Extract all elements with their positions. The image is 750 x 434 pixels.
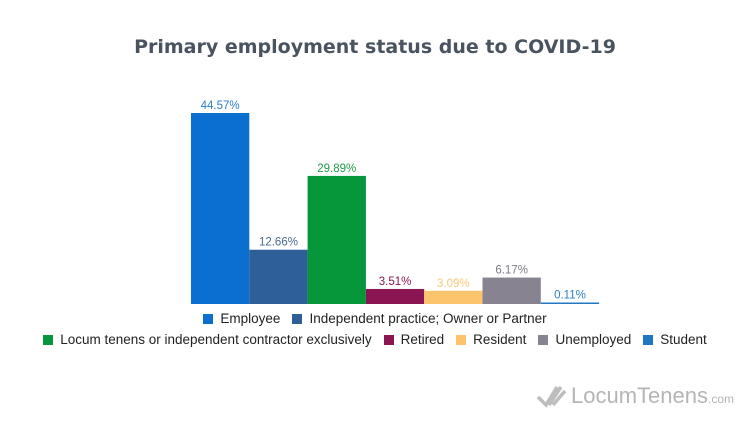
legend-label: Resident xyxy=(473,332,527,347)
legend-item: Resident xyxy=(456,332,526,347)
legend-label: Locum tenens or independent contractor e… xyxy=(60,332,372,347)
bar-2 xyxy=(307,175,366,304)
legend-swatch xyxy=(43,334,54,345)
legend-item: Independent practice; Owner or Partner xyxy=(292,311,547,326)
legend-swatch xyxy=(456,334,467,345)
data-label-3: 3.51% xyxy=(379,276,412,288)
data-label-0: 44.57% xyxy=(201,100,240,112)
legend-row-1: Employee Independent practice; Owner or P… xyxy=(0,311,750,326)
data-label-2: 29.89% xyxy=(317,163,356,175)
legend-swatch xyxy=(538,334,549,345)
bar-1 xyxy=(249,249,308,304)
legend-item: Locum tenens or independent contractor e… xyxy=(43,332,372,347)
legend-label: Independent practice; Owner or Partner xyxy=(309,311,547,326)
legend-label: Unemployed xyxy=(555,332,632,347)
logo-suffix: .com xyxy=(707,392,734,406)
legend-item: Employee xyxy=(203,311,280,326)
legend-label: Retired xyxy=(400,332,445,347)
bar-3 xyxy=(365,288,425,304)
legend-label: Student xyxy=(660,332,707,347)
bar-chart: 44.57% 12.66% 29.89% 3.51% 3.09% 6.17% 0.11% xyxy=(191,100,600,304)
legend-swatch xyxy=(643,334,654,345)
bar-5 xyxy=(482,277,541,304)
locumtenens-logo: LocumTenens .com xyxy=(535,383,734,409)
legend-label: Employee xyxy=(220,311,281,326)
data-label-1: 12.66% xyxy=(259,237,298,249)
chart-title: Primary employment status due to COVID-1… xyxy=(134,36,616,58)
logo-name: LocumTenens xyxy=(571,383,708,408)
legend-row-2: Locum tenens or independent contractor e… xyxy=(0,332,750,347)
bar-6 xyxy=(540,302,600,304)
legend-swatch xyxy=(203,313,214,324)
data-label-4: 3.09% xyxy=(437,278,470,290)
data-label-5: 6.17% xyxy=(495,265,528,277)
legend-item: Student xyxy=(643,332,707,347)
logo-check-icon xyxy=(536,386,567,408)
legend-swatch xyxy=(383,334,394,345)
legend-swatch xyxy=(292,313,303,324)
data-label-6: 0.11% xyxy=(554,290,586,302)
bar-4 xyxy=(424,290,483,304)
bar-0 xyxy=(191,113,250,304)
legend-item: Retired xyxy=(383,332,445,347)
legend-item: Unemployed xyxy=(538,332,631,347)
